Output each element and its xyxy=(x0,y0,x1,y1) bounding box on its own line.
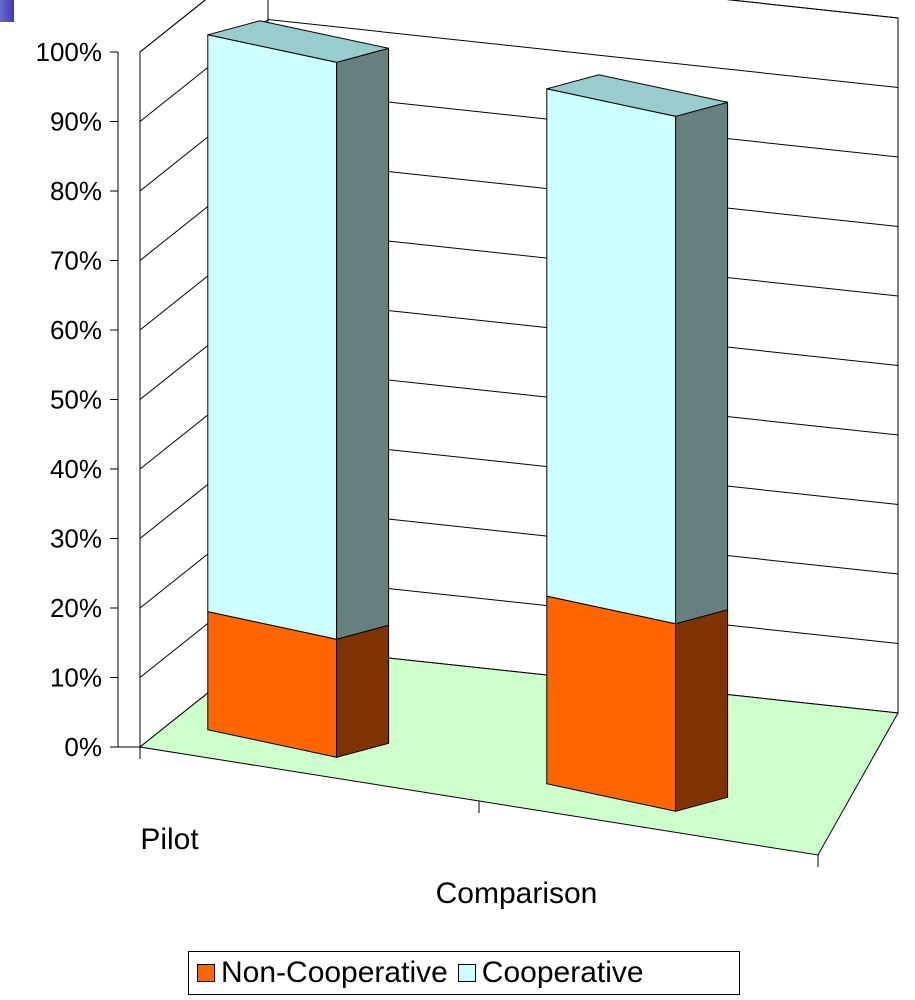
y-tick-label: 80% xyxy=(50,176,102,206)
bar-non-cooperative-side xyxy=(675,609,729,812)
bar-cooperative-side xyxy=(675,101,729,625)
legend-label-cooperative: Cooperative xyxy=(481,956,644,989)
bar-top-face xyxy=(546,74,728,117)
bar-top-face xyxy=(207,20,389,63)
legend-label-non-cooperative: Non-Cooperative xyxy=(221,956,448,989)
x-category-label: Comparison xyxy=(436,877,598,910)
y-tick-label: 30% xyxy=(50,524,102,554)
legend-swatch-cooperative xyxy=(457,964,476,982)
y-axis-tick-labels: 0% 10% 20% 30% 40% 50% 60% 70% 80% 90% 100% xyxy=(36,37,103,762)
gridline xyxy=(139,18,899,122)
y-tick-label: 100% xyxy=(36,37,103,67)
stacked-3d-bar-chart: 0% 10% 20% 30% 40% 50% 60% 70% 80% 90% 100% Pilot C… xyxy=(36,0,899,910)
bar-non-cooperative-front xyxy=(546,595,677,812)
y-tick-label: 50% xyxy=(50,385,102,415)
axes xyxy=(110,51,819,867)
bar-cooperative-side xyxy=(336,47,390,640)
legend-item-cooperative: Cooperative xyxy=(457,956,644,990)
legend-item-non-cooperative: Non-Cooperative xyxy=(197,956,448,990)
y-tick-label: 40% xyxy=(50,454,102,484)
bar-cooperative-front xyxy=(546,88,677,625)
x-axis-category-labels: Pilot Comparison xyxy=(140,823,597,910)
gridline xyxy=(139,0,899,53)
legend: Non-Cooperative Cooperative xyxy=(188,951,740,995)
y-tick-label: 0% xyxy=(64,732,102,762)
legend-swatch-non-cooperative xyxy=(197,964,215,982)
bars xyxy=(207,20,729,812)
y-tick-label: 20% xyxy=(50,593,102,623)
y-tick-label: 60% xyxy=(50,315,102,345)
bar-cooperative-front xyxy=(207,34,338,640)
y-tick-label: 90% xyxy=(50,107,102,137)
slide-corner-decoration xyxy=(0,0,14,22)
y-tick-label: 10% xyxy=(50,663,102,693)
bar-non-cooperative-side xyxy=(336,624,390,758)
x-category-label: Pilot xyxy=(140,823,199,856)
y-tick-label: 70% xyxy=(50,246,102,276)
